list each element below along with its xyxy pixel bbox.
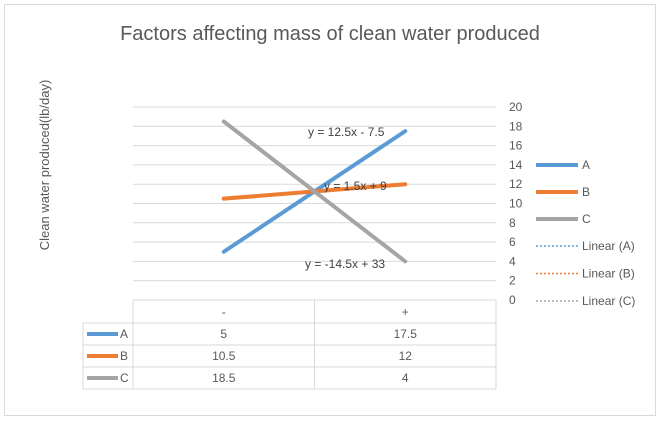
series-line-c [221,119,408,264]
chart-title: Factors affecting mass of clean water pr… [120,23,540,45]
table-cell: 4 [402,371,409,385]
y-tick-label: 18 [509,119,523,133]
y-tick-label: 16 [509,139,523,153]
y-axis: 0 2 4 6 8 10 12 14 16 18 20 [509,100,523,307]
table-cell: 5 [220,327,227,341]
y-tick-label: 0 [509,293,516,307]
y-tick-label: 14 [509,158,523,172]
y-tick-label: 20 [509,100,523,114]
y-tick-label: 6 [509,235,516,249]
table-header-cell: + [402,305,409,319]
table-cell: 18.5 [212,371,236,385]
legend-label: Linear (B) [582,267,635,281]
legend-label: Linear (C) [582,294,635,308]
table-row-label: B [120,349,128,363]
y-tick-label: 12 [509,177,523,191]
table-cell: 12 [399,349,413,363]
y-tick-label: 4 [509,254,516,268]
trendline-equation: y = 1.5x + 9 [324,179,387,193]
table-cell: 10.5 [212,349,236,363]
table-header-cell: - [222,305,226,319]
y-tick-label: 10 [509,197,523,211]
y-tick-label: 8 [509,216,516,230]
y-axis-label: Clean water produced(lb/day) [37,80,52,251]
legend-label: A [582,158,590,172]
trendline-equation: y = 12.5x - 7.5 [308,125,385,139]
trendline-equation: y = -14.5x + 33 [305,257,385,271]
legend-label: C [582,212,591,226]
y-tick-label: 2 [509,274,516,288]
chart-frame [4,4,656,416]
legend-label: B [582,185,590,199]
table-cell: 17.5 [394,327,418,341]
legend: ABC Linear (A) Linear (B) Linear (C) [536,158,635,308]
data-table: - + A 5 17.5 B 10.5 12 C 18.5 4 [82,299,497,390]
legend-label: Linear (A) [582,239,635,253]
table-row-label: C [120,371,129,385]
plot-area: y = 12.5x - 7.5 y = 1.5x + 9 y = -14.5x + … [221,119,408,271]
table-row-label: A [120,327,128,341]
